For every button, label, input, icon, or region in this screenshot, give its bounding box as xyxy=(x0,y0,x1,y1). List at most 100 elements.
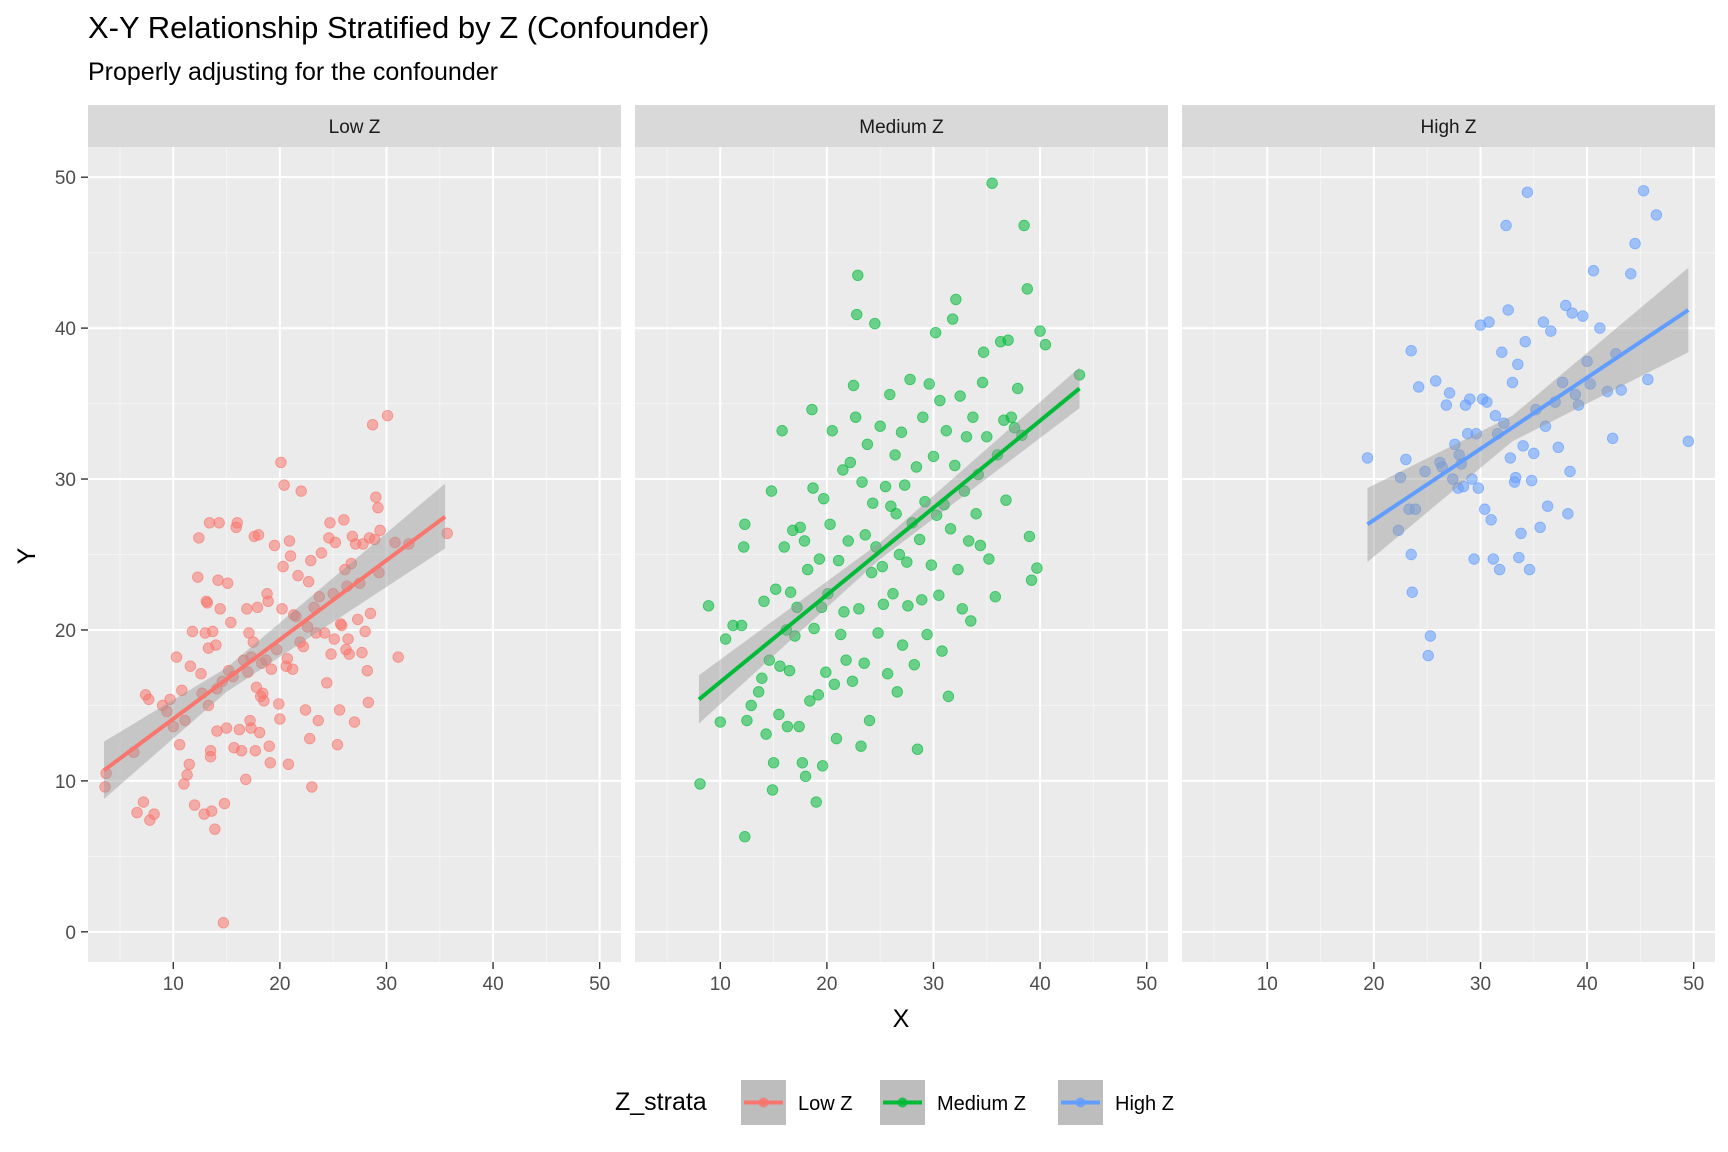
data-point xyxy=(738,541,750,553)
data-point xyxy=(369,533,381,546)
data-point xyxy=(1005,411,1017,423)
data-point xyxy=(837,464,849,476)
data-point xyxy=(1025,574,1038,586)
data-point xyxy=(1073,369,1086,381)
data-point xyxy=(331,738,344,751)
data-point xyxy=(851,308,863,321)
data-point xyxy=(1523,563,1536,576)
data-point xyxy=(342,633,354,645)
data-point xyxy=(1400,453,1412,466)
data-point xyxy=(794,521,806,534)
data-point xyxy=(1577,310,1589,322)
data-point xyxy=(302,575,315,588)
data-point xyxy=(356,646,368,659)
facet-strip-label: Low Z xyxy=(329,117,381,138)
data-point xyxy=(1443,387,1456,399)
data-point xyxy=(364,607,377,620)
data-point xyxy=(774,660,786,672)
legend-title: Z_strata xyxy=(615,1088,707,1116)
data-point xyxy=(798,535,811,547)
data-point xyxy=(846,675,859,687)
data-point xyxy=(702,600,715,612)
data-point xyxy=(312,714,324,727)
data-point xyxy=(161,705,173,718)
data-point xyxy=(960,431,973,443)
data-point xyxy=(784,586,797,598)
data-point xyxy=(143,693,155,706)
data-point xyxy=(923,378,935,390)
data-point xyxy=(1502,304,1514,316)
data-point xyxy=(1564,465,1576,478)
data-point xyxy=(977,346,990,358)
data-point xyxy=(241,603,253,615)
data-point xyxy=(275,456,287,469)
chart-subtitle: Properly adjusting for the confounder xyxy=(88,58,498,86)
data-point xyxy=(911,743,924,755)
data-point xyxy=(804,695,816,707)
data-point xyxy=(817,492,830,505)
data-point xyxy=(336,619,348,632)
data-point xyxy=(213,517,225,529)
data-point xyxy=(260,654,272,666)
data-point xyxy=(694,778,706,790)
data-point xyxy=(858,657,870,669)
data-point xyxy=(235,745,248,757)
data-point xyxy=(1541,500,1554,512)
data-point xyxy=(949,459,961,472)
data-point xyxy=(1485,514,1497,526)
data-point xyxy=(217,917,230,929)
data-point xyxy=(826,425,838,437)
data-point xyxy=(1011,382,1024,395)
data-point xyxy=(211,725,223,737)
data-point xyxy=(815,601,828,614)
data-point xyxy=(253,726,266,739)
y-tick-label: 50 xyxy=(55,168,76,189)
data-point xyxy=(801,563,814,576)
legend-label: Medium Z xyxy=(937,1093,1026,1115)
data-point xyxy=(348,716,361,728)
data-point xyxy=(1528,447,1540,460)
data-point xyxy=(295,485,307,497)
data-point xyxy=(859,529,871,541)
data-point xyxy=(1512,358,1524,371)
data-point xyxy=(1496,346,1508,358)
facet-panel-low-z: Low Z 10 20 30 40 50 xyxy=(88,105,621,995)
data-point xyxy=(251,601,264,614)
data-point xyxy=(249,745,262,757)
data-point xyxy=(441,527,453,540)
data-point xyxy=(890,508,902,520)
data-point xyxy=(361,665,373,677)
data-point xyxy=(1534,521,1546,534)
data-point xyxy=(225,616,237,629)
data-point xyxy=(1519,335,1531,348)
data-point xyxy=(1392,524,1405,537)
data-point xyxy=(916,594,928,606)
data-point xyxy=(343,648,355,660)
data-point xyxy=(231,517,243,529)
data-point xyxy=(776,425,788,437)
data-point xyxy=(329,536,342,549)
data-point xyxy=(739,518,751,531)
data-point xyxy=(333,704,346,716)
data-point xyxy=(304,732,316,745)
data-point xyxy=(1023,530,1036,543)
data-point xyxy=(1584,378,1596,390)
y-tick-label: 40 xyxy=(55,319,76,340)
data-point xyxy=(1440,399,1453,411)
data-point xyxy=(301,621,314,633)
data-point xyxy=(203,517,216,529)
data-point xyxy=(981,431,993,443)
data-point xyxy=(950,293,962,306)
regression-line xyxy=(1366,308,1690,526)
data-point xyxy=(887,588,899,600)
data-point xyxy=(719,633,732,645)
data-point xyxy=(252,529,265,541)
x-tick-label: 40 xyxy=(1577,974,1598,995)
data-point xyxy=(810,796,822,808)
data-point xyxy=(807,482,819,494)
data-point xyxy=(1509,471,1522,484)
data-point xyxy=(274,713,286,725)
data-point xyxy=(1560,299,1572,312)
data-point xyxy=(913,533,926,546)
data-point xyxy=(1581,355,1593,368)
